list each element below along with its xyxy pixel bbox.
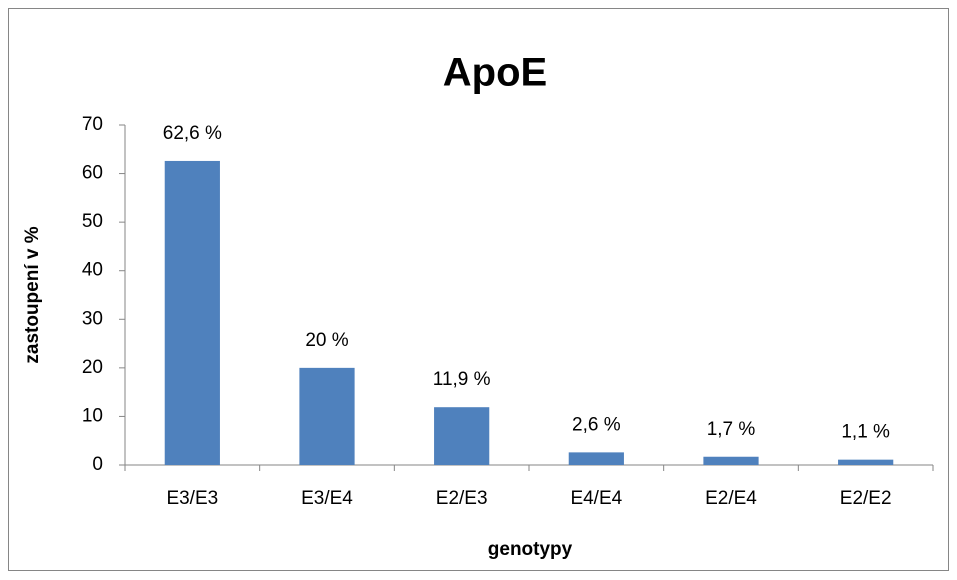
bar (164, 160, 220, 465)
bar (838, 459, 894, 465)
bar (434, 407, 490, 465)
x-tick-label: E2/E4 (705, 488, 757, 509)
x-tick-label: E2/E2 (840, 488, 892, 509)
y-tick-label: 10 (82, 405, 103, 426)
x-tick-label: E4/E4 (570, 488, 622, 509)
y-tick-label: 40 (82, 260, 103, 281)
y-tick-label: 50 (82, 211, 103, 232)
y-tick-label: 0 (92, 454, 103, 475)
y-tick-label: 70 (82, 114, 103, 135)
y-tick-label: 60 (82, 163, 103, 184)
x-tick-label: E2/E3 (436, 488, 488, 509)
bar (568, 452, 624, 465)
bar (703, 456, 759, 465)
x-tick-label: E3/E3 (166, 488, 218, 509)
x-axis-label: genotypy (488, 539, 573, 560)
chart-title: ApoE (443, 51, 547, 95)
x-tick-label: E3/E4 (301, 488, 353, 509)
bar (299, 367, 355, 465)
y-axis-label: zastoupení v % (22, 226, 43, 363)
data-label: 62,6 % (163, 123, 222, 144)
y-tick-label: 30 (82, 308, 103, 329)
data-label: 11,9 % (433, 369, 491, 390)
data-label: 1,1 % (841, 422, 890, 443)
data-label: 2,6 % (572, 414, 621, 435)
data-label: 1,7 % (707, 419, 756, 440)
y-tick-label: 20 (82, 357, 103, 378)
data-label: 20 % (305, 330, 348, 351)
